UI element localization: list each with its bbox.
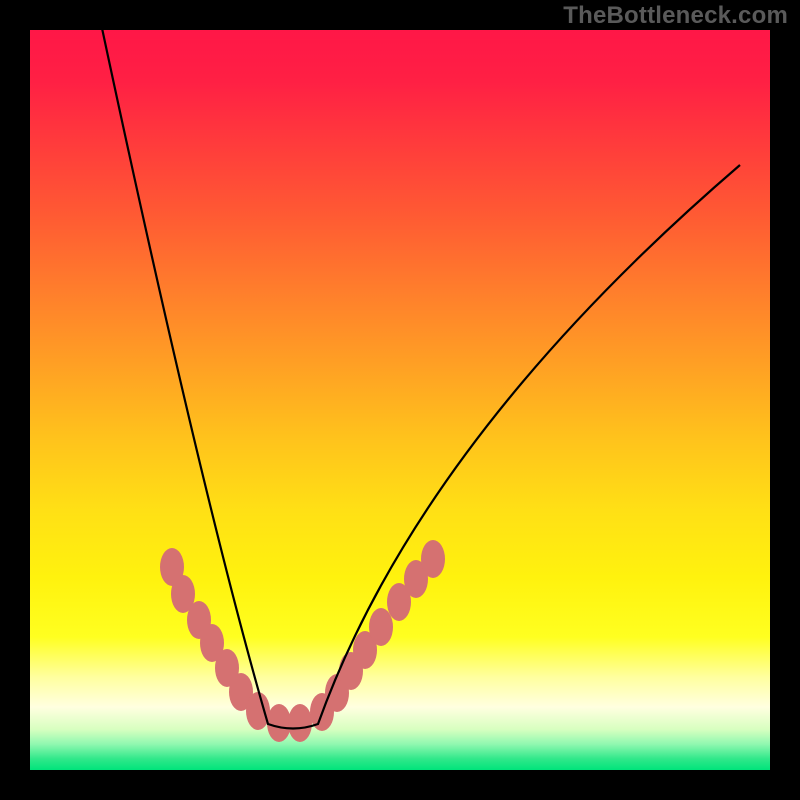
curve-marker (288, 704, 312, 742)
watermark-text: TheBottleneck.com (563, 2, 788, 30)
plot-area (30, 0, 770, 770)
curve-marker (421, 540, 445, 578)
curve-marker (369, 608, 393, 646)
bottleneck-chart (0, 0, 800, 800)
gradient-background (30, 30, 770, 770)
curve-marker (246, 692, 270, 730)
curve-marker (267, 704, 291, 742)
